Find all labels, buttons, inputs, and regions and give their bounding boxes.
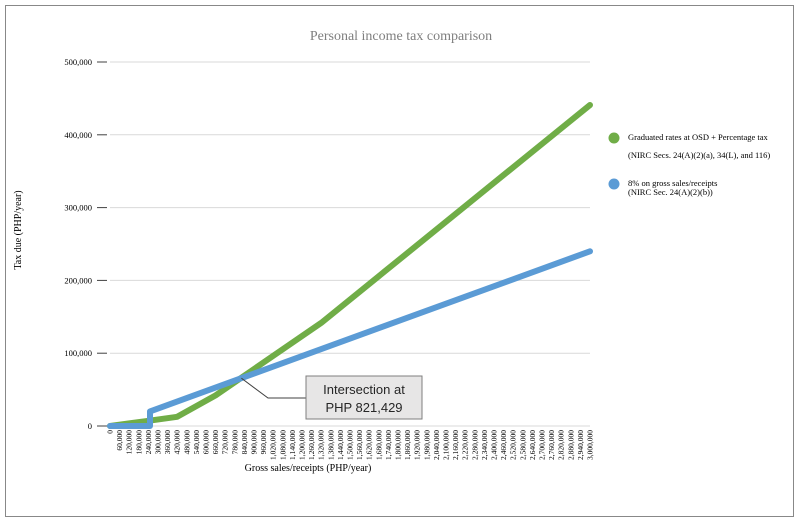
gridlines [110,61,590,427]
x-tick-label: 2,760,000 [547,430,556,460]
x-tick-label: 1,560,000 [355,430,364,460]
legend-graduated-line-2: (NIRC Secs. 24(A)(2)(a), 34(L), and 116) [628,150,770,160]
x-tick-label: 1,080,000 [278,430,287,460]
x-tick-label: 2,100,000 [442,430,451,460]
annotation-box [305,375,423,420]
annotation-leader-line [241,377,306,399]
annotation-line-1: Intersection at [323,382,405,397]
y-axis-label: Tax due (PHP/year) [13,190,24,269]
chart-title: Personal income tax comparison [310,29,492,44]
x-tick-label: 2,220,000 [461,430,470,460]
x-tick-label: 1,920,000 [413,430,422,460]
x-tick-label: 300,000 [154,430,163,455]
x-tick-label: 2,340,000 [480,430,489,460]
x-tick-label: 1,800,000 [394,430,403,460]
x-tick-label: 2,700,000 [538,430,547,460]
x-tick-label: 1,200,000 [298,430,307,460]
x-tick-label: 480,000 [182,430,191,455]
legend-label-eight-percent: 8% on gross sales/receipts [628,178,717,188]
x-tick-label: 360,000 [163,430,172,455]
x-tick-label: 2,580,000 [518,430,527,460]
x-tick-label: 2,040,000 [432,430,441,460]
y-tick-label: 100,000 [64,348,92,358]
x-tick-label: 720,000 [221,430,230,455]
x-axis-label: Gross sales/receipts (PHP/year) [245,463,372,474]
x-tick-label: 960,000 [259,430,268,455]
y-axis-ticks: 0 100,000 200,000 300,000 400,000 500,000 [64,57,107,431]
legend-marker-graduated [608,132,620,144]
x-tick-label: 900,000 [250,430,259,455]
x-tick-label: 1,620,000 [365,430,374,460]
legend-label-graduated: Graduated rates at OSD + Percentage tax [628,132,769,142]
x-tick-label: 2,640,000 [528,430,537,460]
annotation-line-2: PHP 821,429 [325,400,402,415]
x-tick-label: 2,520,000 [509,430,518,460]
x-tick-label: 1,500,000 [346,430,355,460]
x-tick-label: 3,000,000 [586,430,595,460]
legend-eight-percent-line-1: 8% on gross sales/receipts [628,178,717,188]
x-tick-label: 0 [106,430,115,434]
x-tick-label: 840,000 [240,430,249,455]
x-tick-label: 60,000 [115,430,124,451]
intersection-annotation: Intersection at PHP 821,429 [241,375,423,420]
y-tick-label: 400,000 [64,130,92,140]
x-tick-label: 600,000 [202,430,211,455]
x-tick-label: 2,940,000 [576,430,585,460]
series-line-eight-percent [107,248,593,429]
series-line-graduated [107,102,593,429]
x-tick-label: 1,260,000 [307,430,316,460]
x-tick-label: 420,000 [173,430,182,455]
x-tick-label: 1,020,000 [269,430,278,460]
x-tick-label: 120,000 [125,430,134,455]
x-tick-label: 2,880,000 [566,430,575,460]
legend-eight-percent-line-2: (NIRC Sec. 24(A)(2)(b)) [628,187,713,197]
x-tick-label: 1,380,000 [326,430,335,460]
x-tick-label: 1,740,000 [384,430,393,460]
legend-label-eight-percent-sub: (NIRC Sec. 24(A)(2)(b)) [628,187,713,197]
y-tick-label: 500,000 [64,57,92,67]
legend-label-graduated-sub: (NIRC Secs. 24(A)(2)(a), 34(L), and 116) [628,150,770,160]
x-tick-label: 1,440,000 [336,430,345,460]
legend-marker-eight-percent [608,178,620,190]
x-tick-label: 2,400,000 [490,430,499,460]
x-tick-label: 1,860,000 [403,430,412,460]
legend: Graduated rates at OSD + Percentage tax … [608,132,770,197]
x-axis-ticks: 0 60,000 120,000 180,000 240,000 300,000 360,0… [106,430,595,460]
y-tick-label: 300,000 [64,203,92,213]
x-tick-label: 2,460,000 [499,430,508,460]
x-tick-label: 1,140,000 [288,430,297,460]
x-tick-label: 540,000 [192,430,201,455]
y-tick-label: 0 [88,421,92,431]
x-tick-label: 240,000 [144,430,153,455]
x-tick-label: 1,680,000 [374,430,383,460]
x-tick-label: 780,000 [230,430,239,455]
x-tick-label: 2,820,000 [557,430,566,460]
y-tick-label: 200,000 [64,275,92,285]
legend-graduated-line-1: Graduated rates at OSD + Percentage tax [628,132,769,142]
series-lines [107,102,593,429]
x-tick-label: 180,000 [134,430,143,455]
x-tick-label: 2,160,000 [451,430,460,460]
x-tick-label: 2,280,000 [470,430,479,460]
x-tick-label: 1,320,000 [317,430,326,460]
x-tick-label: 660,000 [211,430,220,455]
x-tick-label: 1,980,000 [422,430,431,460]
